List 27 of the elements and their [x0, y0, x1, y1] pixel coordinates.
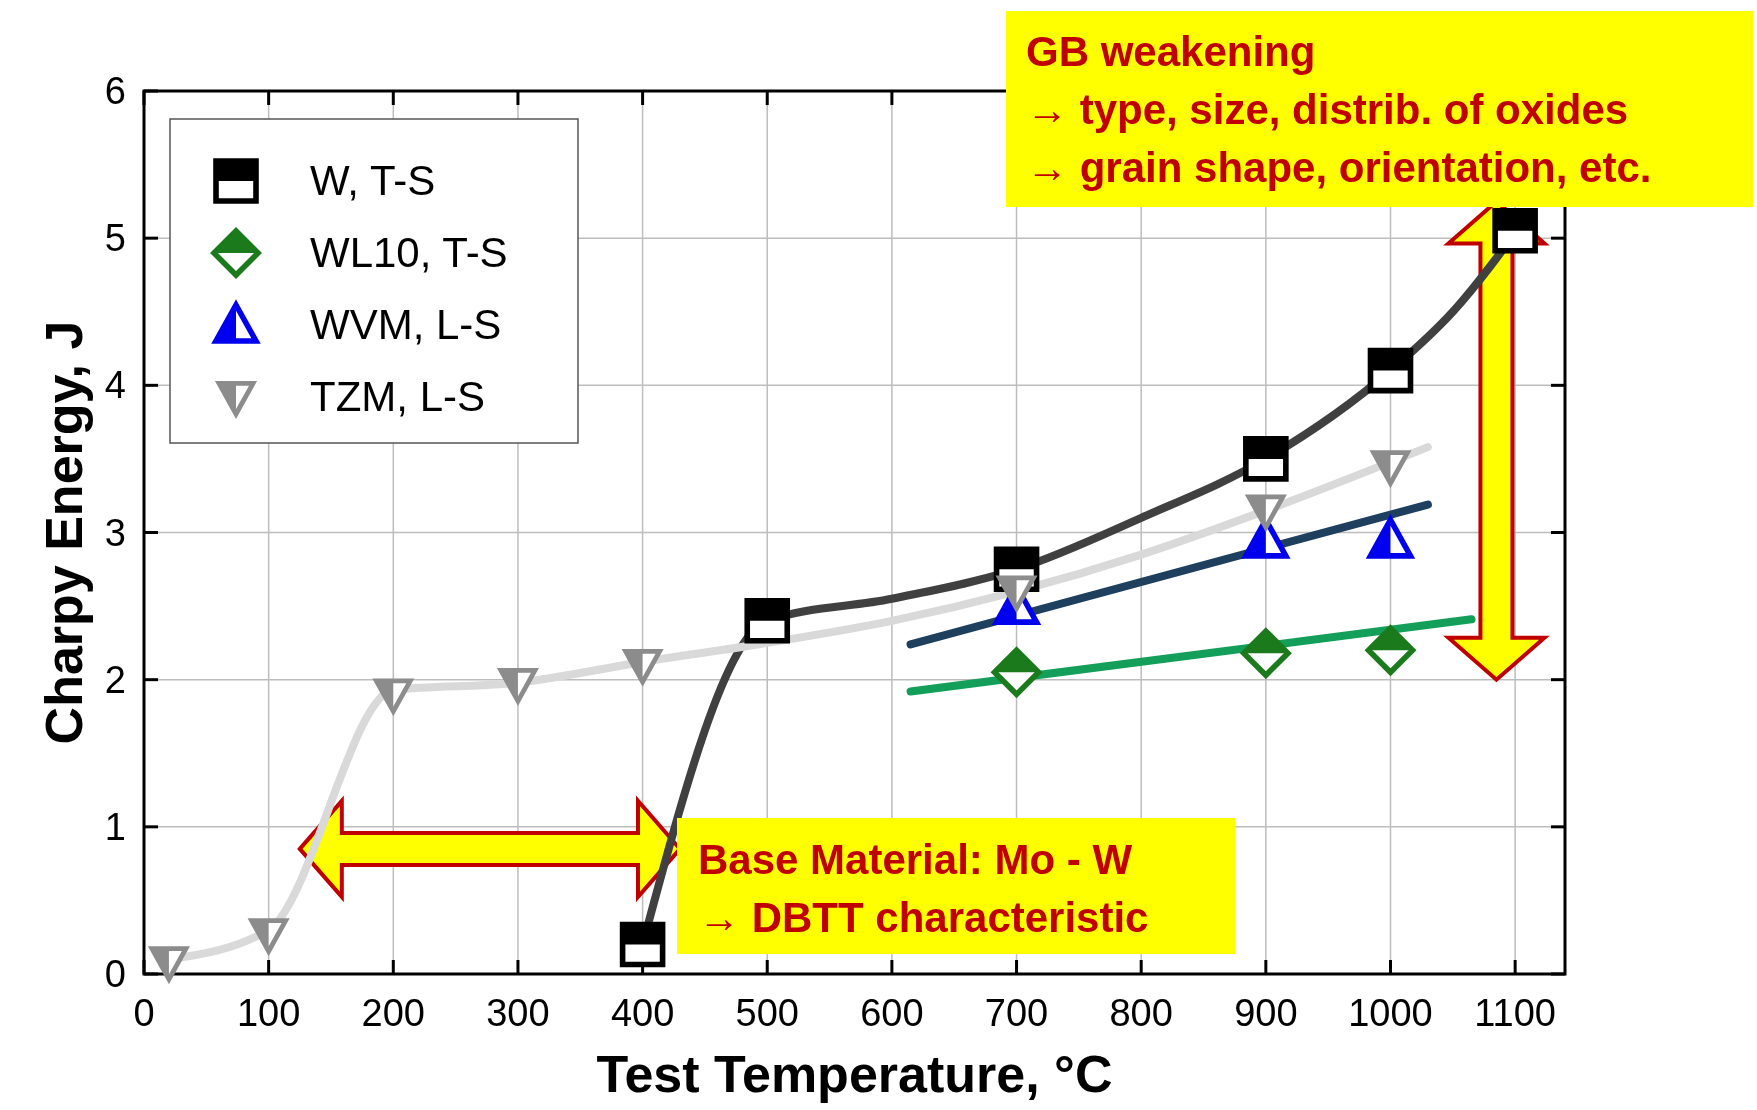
- annotation: Base Material: Mo - W → DBTT characteristic: [698, 836, 1149, 941]
- y-tick-label: 1: [104, 805, 126, 848]
- y-axis-title: Charpy Energy, J: [35, 320, 93, 745]
- x-tick-label: 800: [1109, 992, 1173, 1034]
- x-tick-label: 0: [133, 992, 155, 1034]
- legend-label: WVM, L-S: [310, 301, 502, 348]
- y-tick-label: 3: [104, 511, 126, 554]
- x-tick-label: 600: [860, 992, 924, 1034]
- x-tick-label: 200: [361, 992, 425, 1034]
- legend-label: W, T-S: [310, 157, 436, 204]
- y-tick-label: 0: [104, 953, 126, 995]
- x-tick-label: 1000: [1348, 992, 1433, 1034]
- y-tick-label: 4: [104, 364, 126, 407]
- y-tick-label: 6: [104, 70, 126, 112]
- x-tick-label: 400: [610, 992, 675, 1034]
- x-tick-label: 100: [236, 992, 301, 1034]
- annotation: GB weakening → type, size, distrib. of oxides → grain shape, orientation, etc.: [1026, 28, 1652, 191]
- legend-label: WL10, T-S: [310, 229, 508, 276]
- x-tick-label: 900: [1234, 992, 1298, 1034]
- x-tick-label: 500: [735, 992, 799, 1034]
- x-tick-label: 700: [984, 992, 1049, 1034]
- y-tick-label: 2: [104, 658, 126, 701]
- legend-label: TZM, L-S: [310, 373, 485, 420]
- y-tick-label: 5: [104, 217, 126, 260]
- x-axis-title: Test Temperature, °C: [596, 1045, 1113, 1103]
- x-tick-label: 300: [486, 992, 550, 1034]
- x-tick-label: 1100: [1474, 992, 1556, 1034]
